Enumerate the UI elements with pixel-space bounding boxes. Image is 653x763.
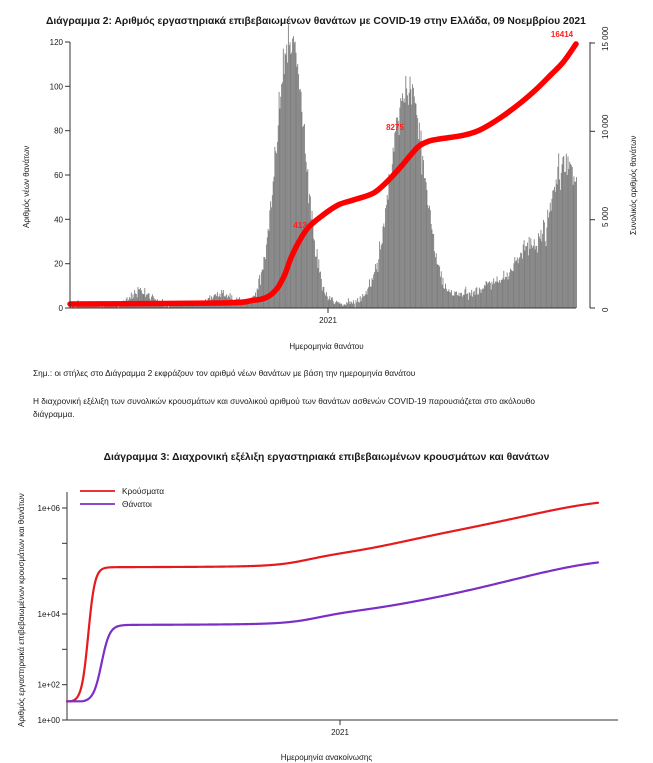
svg-text:1e+04: 1e+04 xyxy=(38,610,61,619)
svg-text:2021: 2021 xyxy=(319,316,337,325)
svg-text:20: 20 xyxy=(54,260,63,269)
svg-text:120: 120 xyxy=(50,38,64,47)
svg-text:16414: 16414 xyxy=(551,30,574,39)
svg-text:60: 60 xyxy=(54,171,63,180)
svg-text:100: 100 xyxy=(50,82,64,91)
svg-text:Κρούσματα: Κρούσματα xyxy=(122,486,164,496)
svg-text:8275: 8275 xyxy=(386,123,404,132)
svg-text:40: 40 xyxy=(54,215,63,224)
svg-text:Θάνατοι: Θάνατοι xyxy=(122,499,152,509)
svg-text:0: 0 xyxy=(59,304,64,313)
svg-text:1e+02: 1e+02 xyxy=(38,681,61,690)
svg-text:413: 413 xyxy=(293,221,307,230)
svg-text:80: 80 xyxy=(54,127,63,136)
svg-text:2021: 2021 xyxy=(331,728,349,737)
svg-text:1e+00: 1e+00 xyxy=(38,716,61,725)
svg-text:1e+06: 1e+06 xyxy=(38,504,61,513)
